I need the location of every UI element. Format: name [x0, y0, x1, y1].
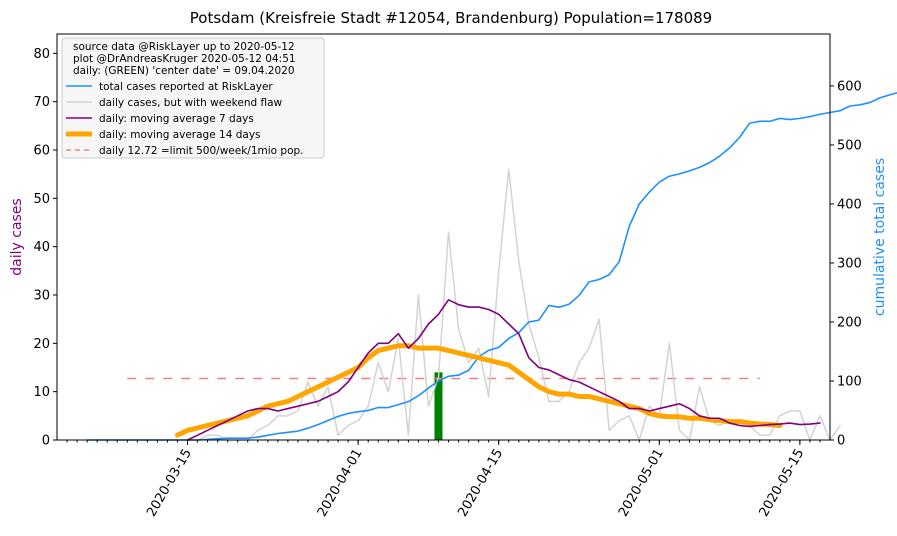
chart-title: Potsdam (Kreisfreie Stadt #12054, Brande… [190, 9, 712, 27]
y-right-tick-label: 300 [837, 256, 862, 271]
moving-average-14-line [174, 343, 783, 438]
y-right-tick-label: 0 [837, 434, 845, 449]
legend: source data @RiskLayer up to 2020-05-12p… [61, 37, 325, 159]
y-right-axis-label: cumulative total cases [872, 158, 888, 316]
legend-header-line: plot @DrAndreasKruger 2020-05-12 04:51 [73, 53, 296, 65]
x-tick-label: 2020-03-15 [144, 447, 195, 520]
daily-cases-line [96, 168, 841, 441]
x-tick-label: 2020-04-01 [315, 447, 366, 520]
y-right-tick-label: 500 [837, 138, 862, 153]
x-tick-label: 2020-05-15 [757, 447, 808, 520]
legend-entry: daily 12.72 =limit 500/week/1mio pop. [99, 145, 304, 157]
y-left-tick-label: 20 [33, 337, 50, 352]
legend-entry: daily: moving average 7 days [99, 113, 254, 125]
y-right-tick-label: 200 [837, 315, 862, 330]
legend-entry: daily cases, but with weekend flaw [99, 97, 283, 109]
y-left-tick-label: 60 [33, 144, 50, 159]
y-left-tick-label: 0 [42, 434, 50, 449]
moving-average-7-line [186, 299, 821, 441]
plot-frame [56, 33, 831, 441]
legend-entry: daily: moving average 14 days [99, 129, 261, 141]
y-left-axis-label: daily cases [9, 198, 25, 275]
legend-box [61, 37, 325, 159]
y-right-tick-label: 400 [837, 197, 862, 212]
center-date-bar [434, 372, 443, 440]
y-left-tick-label: 80 [33, 47, 50, 62]
y-right-tick-label: 600 [837, 79, 862, 94]
y-right-tick-label: 100 [837, 374, 862, 389]
legend-header-line: source data @RiskLayer up to 2020-05-12 [73, 41, 295, 53]
y-left-tick-label: 40 [33, 240, 50, 255]
total-cases-line [86, 91, 897, 441]
x-tick-label: 2020-05-01 [616, 447, 667, 520]
y-left-tick-label: 50 [33, 192, 50, 207]
legend-header-line: daily: (GREEN) 'center date' = 09.04.202… [73, 65, 295, 77]
legend-entry: total cases reported at RiskLayer [99, 81, 273, 93]
y-left-tick-label: 70 [33, 95, 50, 110]
y-left-tick-label: 10 [33, 385, 50, 400]
x-tick-label: 2020-04-15 [455, 447, 506, 520]
y-left-tick-label: 30 [33, 289, 50, 304]
